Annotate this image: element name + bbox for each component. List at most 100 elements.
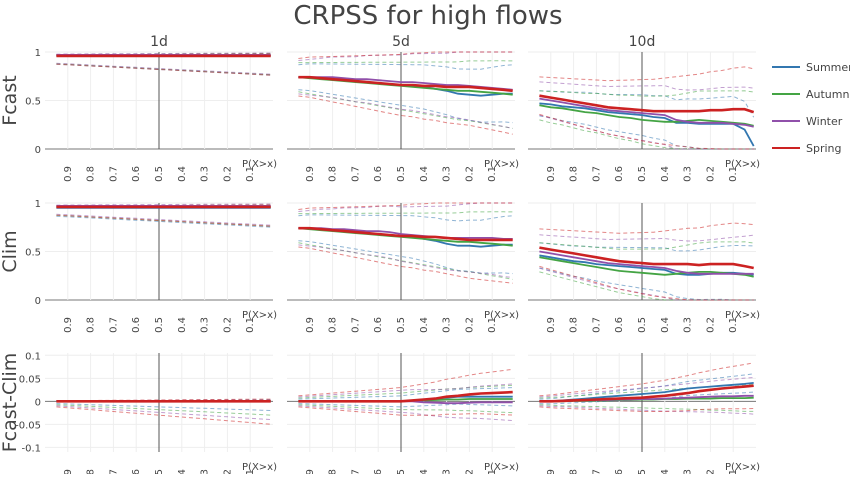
series-line-summer (539, 102, 755, 147)
x-tick-label: 0.5 (396, 317, 407, 333)
band-lower-summer (298, 240, 513, 275)
x-tick-label: 0.1 (728, 166, 739, 182)
x-tick-label: 0.3 (442, 166, 453, 182)
x-tick-label: 0.4 (419, 317, 430, 333)
x-tick-label: 0.7 (108, 469, 119, 474)
column-header-5d: 5d (392, 34, 410, 50)
band-lower-winter (56, 405, 271, 421)
x-tick-label: 0.1 (245, 317, 256, 333)
band-lower-autumn (539, 271, 754, 301)
x-tick-label: 0.9 (63, 166, 74, 182)
y-tick-label: -0.1 (21, 443, 41, 454)
legend-label-summer: Summer (806, 61, 850, 74)
x-tick-label: 0.9 (546, 166, 557, 182)
x-tick-label: 0.8 (328, 317, 339, 333)
y-tick-label: 0.05 (19, 374, 41, 385)
band-upper-spring (298, 368, 513, 397)
y-tick-label: 1 (35, 199, 41, 210)
x-tick-label: 0.7 (591, 166, 602, 182)
band-upper-winter (56, 52, 271, 55)
x-tick-label: 0.2 (705, 469, 716, 474)
band-upper-autumn (539, 383, 754, 399)
chart-title: CRPSS for high flows (293, 1, 562, 31)
band-upper-winter (298, 383, 513, 398)
band-upper-autumn (539, 90, 754, 97)
band-upper-spring (539, 222, 754, 234)
x-tick-label: 0.8 (328, 469, 339, 474)
x-tick-label: 0.9 (63, 469, 74, 474)
legend-label-spring: Spring (806, 142, 842, 155)
x-tick-label: 0.3 (442, 317, 453, 333)
x-tick-label: 0.8 (86, 317, 97, 333)
x-axis-label: P(X>x) (725, 462, 760, 473)
x-tick-label: 0.9 (305, 317, 316, 333)
band-lower-winter (56, 213, 271, 226)
x-axis-label: P(X>x) (484, 462, 519, 473)
band-upper-spring (539, 362, 754, 397)
x-tick-label: 0.5 (396, 166, 407, 182)
band-upper-autumn (298, 60, 513, 64)
y-tick-label: 0.5 (25, 248, 41, 259)
x-axis-label: P(X>x) (725, 310, 760, 321)
series-line-autumn (539, 104, 754, 127)
band-upper-winter (298, 202, 513, 212)
series-line-winter (539, 250, 754, 275)
band-upper-summer (539, 242, 754, 252)
x-axis-label: P(X>x) (242, 159, 277, 170)
band-lower-winter (298, 93, 513, 129)
x-tick-label: 0.2 (464, 166, 475, 182)
x-tick-label: 0.3 (683, 317, 694, 333)
series-line-autumn (539, 256, 754, 278)
x-axis-label: P(X>x) (242, 462, 277, 473)
x-tick-label: 0.6 (131, 469, 142, 474)
band-upper-spring (298, 202, 513, 210)
x-tick-label: 0.1 (487, 166, 498, 182)
band-lower-summer (56, 403, 271, 411)
x-tick-label: 0.8 (569, 317, 580, 333)
x-tick-label: 0.2 (222, 166, 233, 182)
band-lower-spring (56, 63, 271, 76)
x-tick-label: 0.2 (705, 317, 716, 333)
x-tick-label: 0.8 (86, 469, 97, 474)
column-header-10d: 10d (629, 34, 656, 50)
x-tick-label: 0.7 (350, 469, 361, 474)
x-tick-label: 0.2 (464, 317, 475, 333)
x-tick-label: 0.3 (200, 317, 211, 333)
x-tick-label: 0.6 (373, 166, 384, 182)
x-tick-label: 0.7 (350, 166, 361, 182)
band-lower-spring (56, 406, 271, 425)
x-tick-label: 0.1 (245, 166, 256, 182)
x-tick-label: 0.4 (419, 469, 430, 474)
band-upper-summer (298, 63, 513, 70)
series-line-winter (539, 97, 754, 128)
band-upper-winter (56, 203, 271, 206)
band-lower-spring (539, 406, 754, 412)
x-tick-label: 0.8 (569, 469, 580, 474)
x-tick-label: 0.8 (86, 166, 97, 182)
band-lower-spring (539, 113, 754, 150)
x-tick-label: 0.6 (614, 166, 625, 182)
band-lower-winter (56, 62, 271, 75)
band-upper-winter (298, 51, 513, 61)
x-tick-label: 0.6 (131, 166, 142, 182)
x-tick-label: 0.3 (442, 469, 453, 474)
x-axis-label: P(X>x) (484, 159, 519, 170)
band-lower-autumn (298, 404, 513, 414)
x-tick-label: 0.8 (328, 166, 339, 182)
x-tick-label: 0.7 (108, 317, 119, 333)
x-axis-label: P(X>x) (725, 159, 760, 170)
y-tick-label: 1 (35, 48, 41, 59)
x-tick-label: 0.5 (154, 317, 165, 333)
series-line-spring (539, 94, 755, 114)
column-header-1d: 1d (150, 34, 168, 50)
x-tick-label: 0.9 (305, 469, 316, 474)
x-tick-label: 0.7 (350, 317, 361, 333)
y-tick-label: 0.1 (25, 351, 41, 362)
x-tick-label: 0.4 (660, 469, 671, 474)
band-lower-winter (298, 244, 513, 278)
band-upper-summer (298, 214, 513, 222)
band-upper-spring (298, 51, 513, 59)
x-tick-label: 0.6 (614, 469, 625, 474)
band-lower-summer (298, 403, 513, 408)
